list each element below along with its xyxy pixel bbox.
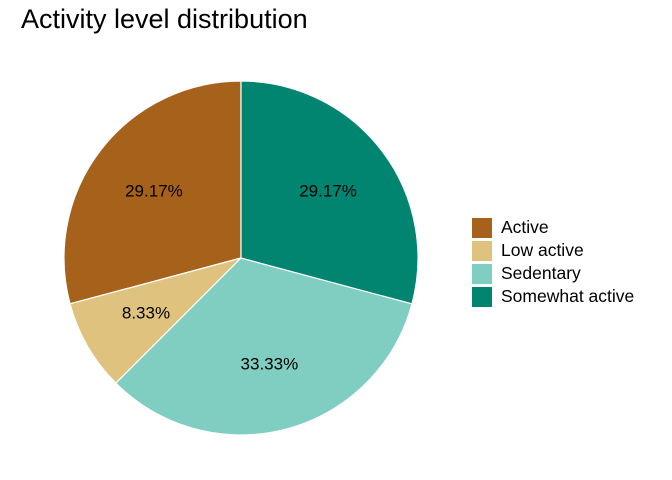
slice-label-active: 29.17%: [125, 182, 183, 201]
pie-slice-sedentary: [114, 257, 413, 436]
legend-label: Low active: [501, 240, 584, 260]
slice-label-somewhat-active: 29.17%: [299, 182, 357, 201]
legend-swatch: [472, 286, 492, 307]
legend-item-active: Active: [472, 216, 634, 239]
legend-label: Sedentary: [501, 263, 581, 283]
legend-label: Somewhat active: [501, 286, 635, 306]
slice-label-low-active: 8.33%: [122, 303, 170, 322]
chart-title: Activity level distribution: [21, 4, 308, 34]
legend-item-sedentary: Sedentary: [472, 262, 634, 285]
pie-slice-somewhat-active: [240, 80, 419, 305]
legend-item-low-active: Low active: [472, 239, 634, 262]
legend-label: Active: [501, 217, 549, 237]
legend-swatch: [472, 240, 492, 261]
legend-swatch: [472, 263, 492, 284]
pie-slice-active: [63, 80, 242, 305]
slice-label-sedentary: 33.33%: [241, 355, 299, 374]
pie-slice-low-active: [69, 256, 244, 385]
legend: Active Low active Sedentary Somewhat active: [472, 216, 634, 308]
legend-swatch: [472, 217, 492, 238]
legend-item-somewhat-active: Somewhat active: [472, 285, 634, 308]
